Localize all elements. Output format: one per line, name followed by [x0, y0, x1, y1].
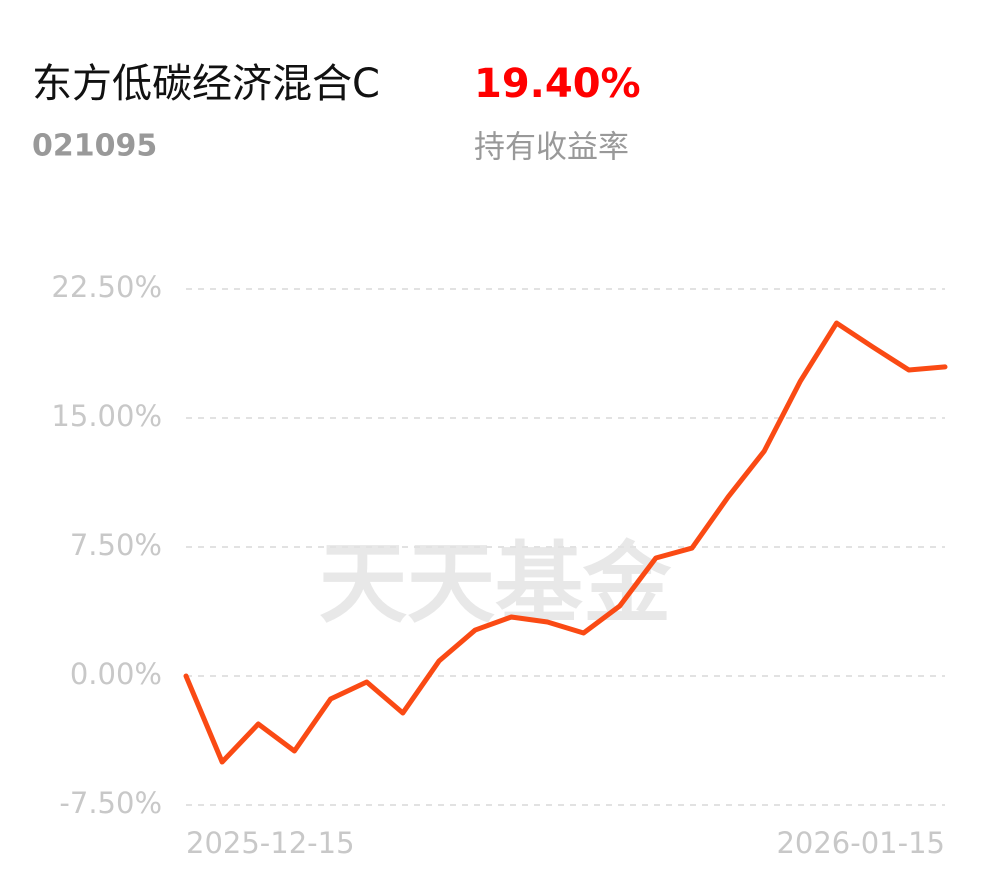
fund-name: 东方低碳经济混合C [32, 61, 380, 107]
return-value: 19.40% [474, 61, 641, 107]
y-tick-label: -7.50% [59, 786, 162, 820]
y-tick-label: 22.50% [51, 270, 162, 304]
watermark: 天天基金 [319, 532, 672, 635]
y-tick-label: 0.00% [70, 657, 162, 691]
y-tick-label: 15.00% [51, 399, 162, 433]
x-tick-label: 2025-12-15 [186, 826, 355, 860]
y-tick-label: 7.50% [70, 528, 162, 562]
fund-code: 021095 [32, 129, 157, 164]
x-tick-label: 2026-01-15 [776, 826, 945, 860]
line-series [183, 320, 948, 765]
return-label: 持有收益率 [474, 130, 629, 166]
